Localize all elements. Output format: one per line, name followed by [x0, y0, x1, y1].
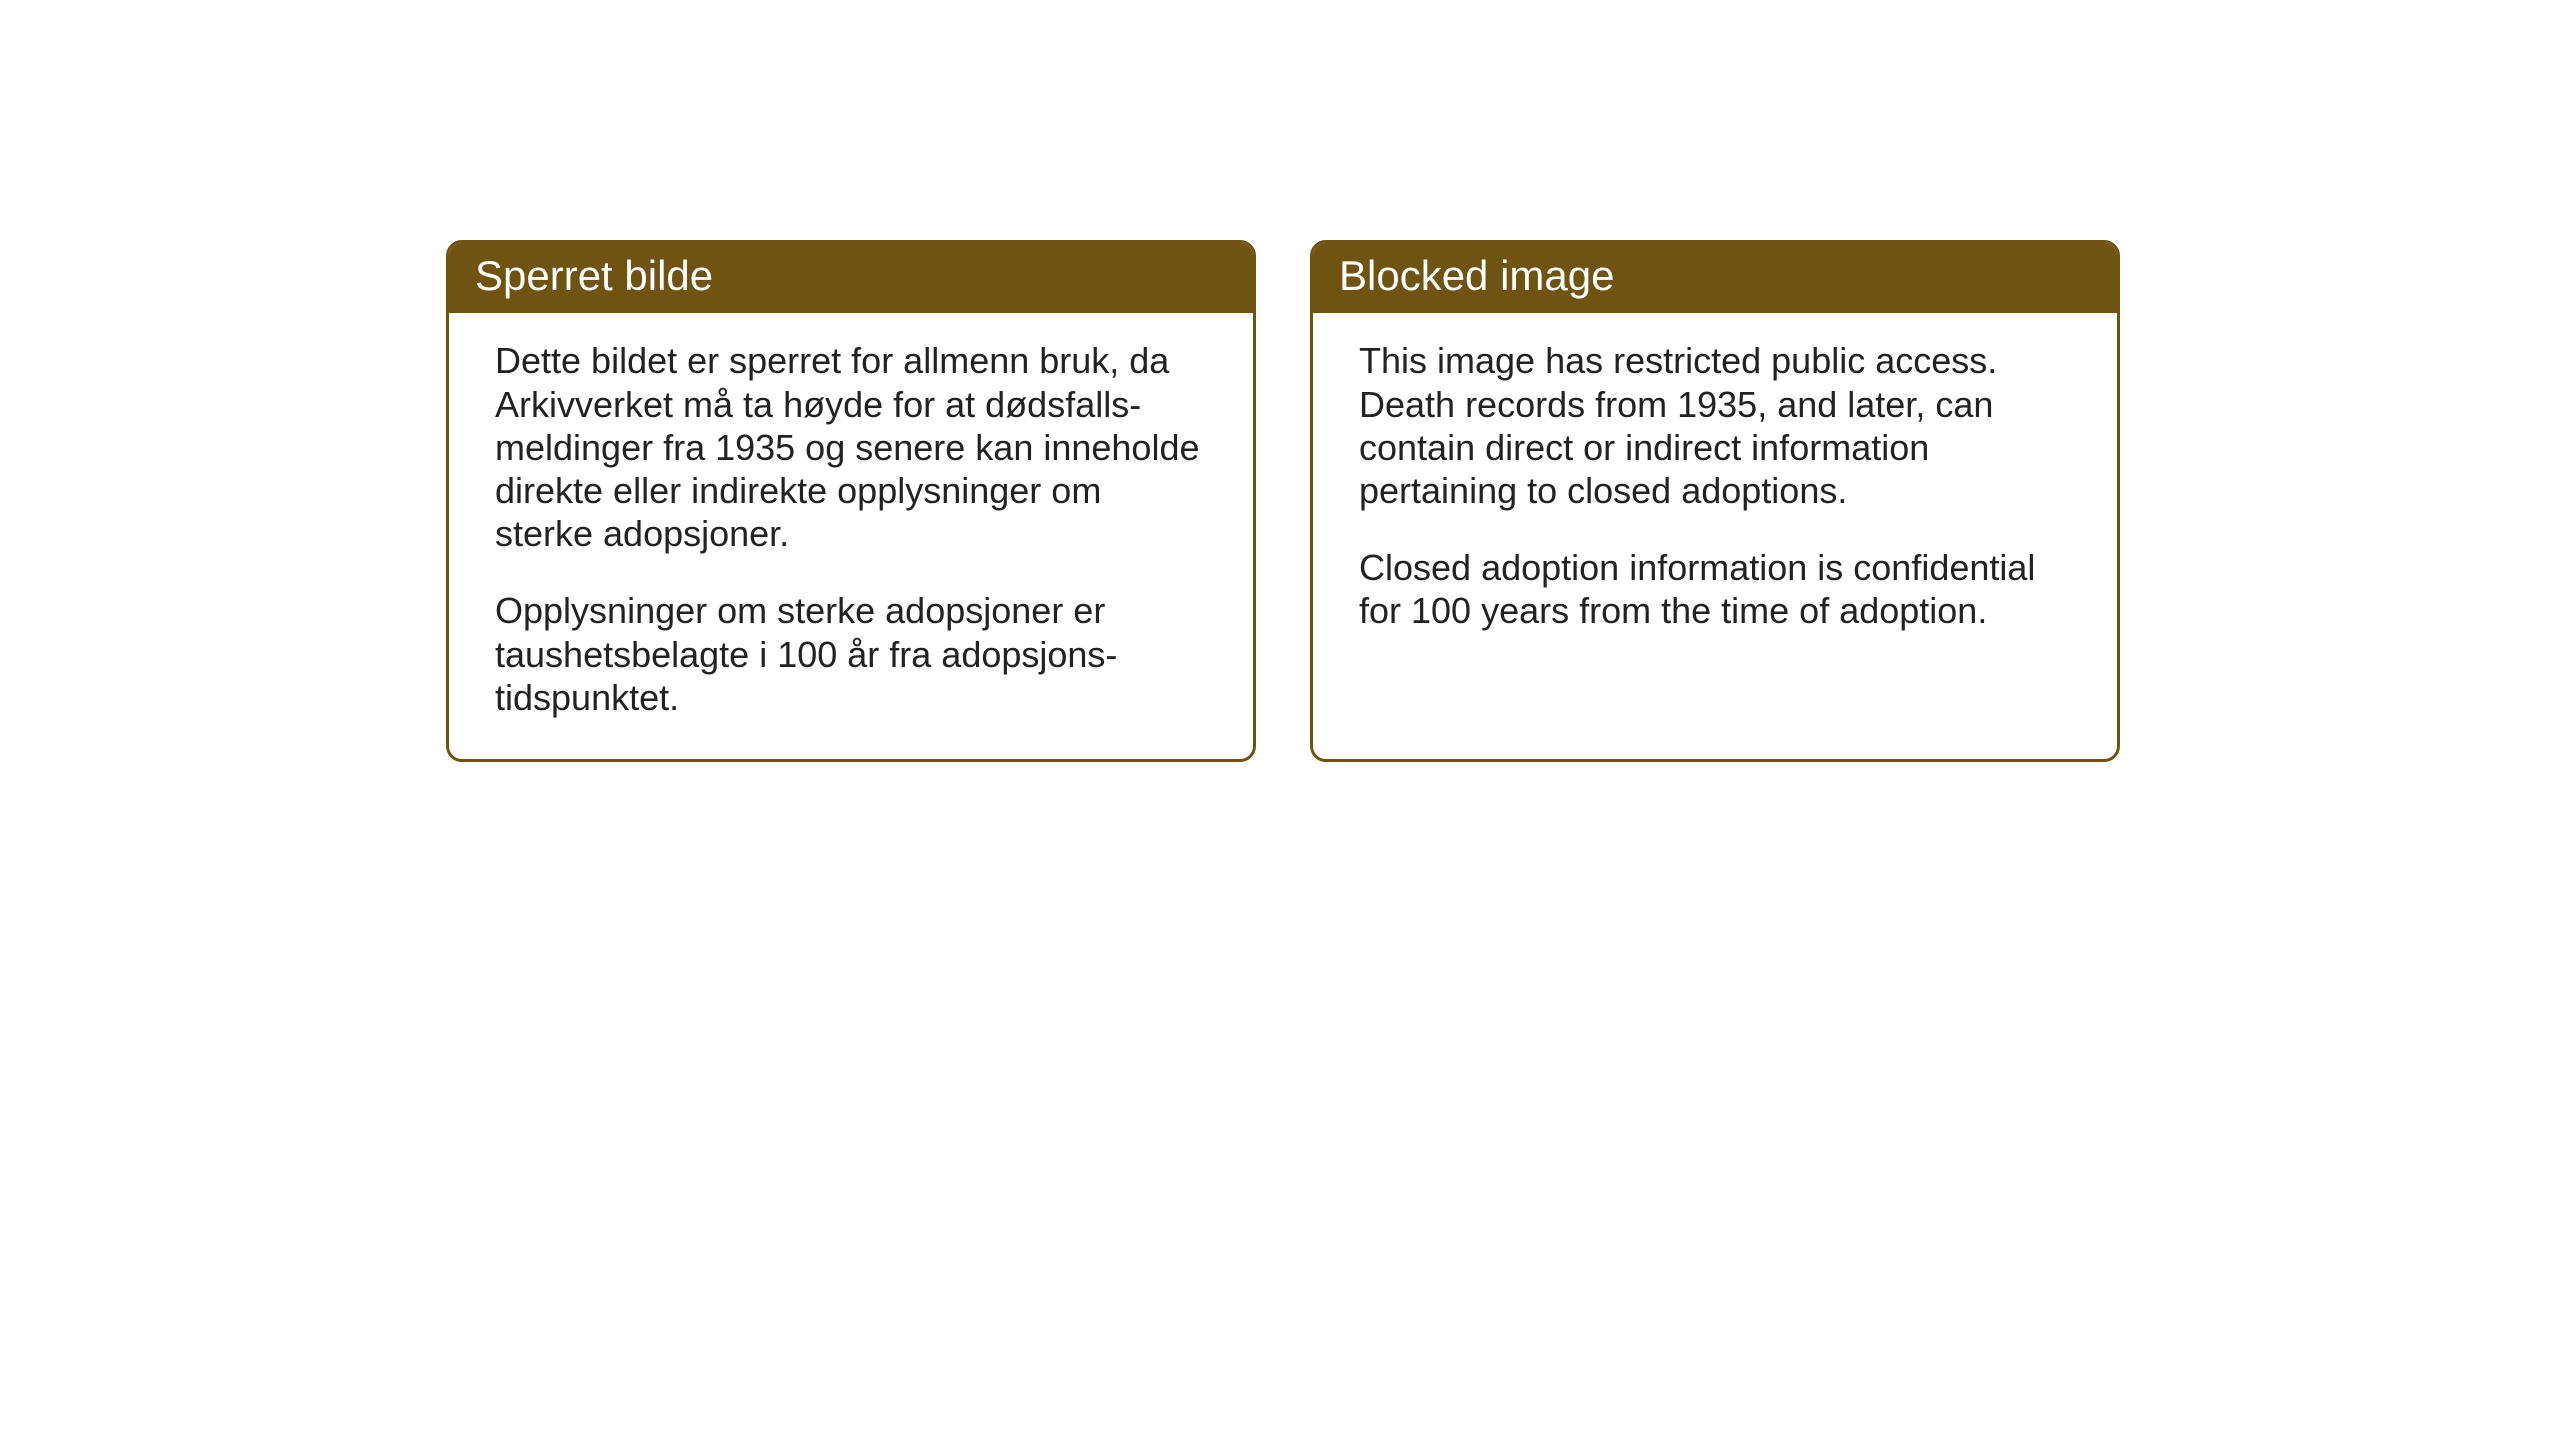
- card-paragraph1-norwegian: Dette bildet er sperret for allmenn bruk…: [495, 339, 1207, 555]
- card-title-norwegian: Sperret bilde: [449, 243, 1253, 313]
- card-title-english: Blocked image: [1313, 243, 2117, 313]
- card-paragraph1-english: This image has restricted public access.…: [1359, 339, 2071, 512]
- blocked-image-card-norwegian: Sperret bilde Dette bildet er sperret fo…: [446, 240, 1256, 762]
- card-paragraph2-english: Closed adoption information is confident…: [1359, 546, 2071, 632]
- card-body-english: This image has restricted public access.…: [1313, 313, 2117, 753]
- cards-container: Sperret bilde Dette bildet er sperret fo…: [446, 240, 2120, 762]
- card-paragraph2-norwegian: Opplysninger om sterke adopsjoner er tau…: [495, 589, 1207, 719]
- blocked-image-card-english: Blocked image This image has restricted …: [1310, 240, 2120, 762]
- card-body-norwegian: Dette bildet er sperret for allmenn bruk…: [449, 313, 1253, 759]
